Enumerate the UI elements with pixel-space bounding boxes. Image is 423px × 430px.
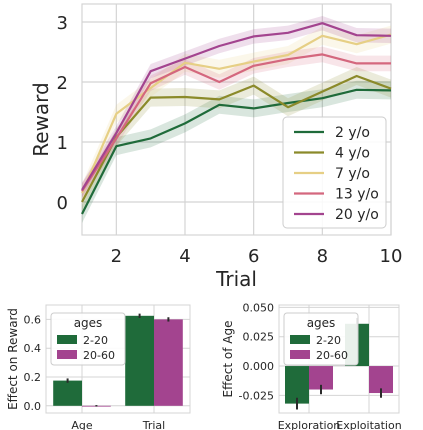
confidence-band-1 [82,67,391,211]
y-tick-label: 0 [57,193,68,214]
legend-frame [282,116,387,229]
legend-label-4: 20 y/o [335,207,379,223]
y-tick-label: 0.2 [24,371,42,384]
legend-label-0: 2 y/o [335,125,370,141]
category-label: Exploitation [336,419,401,430]
bar-0-1 [125,315,154,406]
x-tick-label: 10 [380,246,403,267]
legend-title: ages [74,316,103,330]
y-tick-label: 2 [57,73,68,94]
plot-frame [45,304,191,414]
plot-frame [278,304,400,414]
y-tick-label: 0.025 [243,331,275,344]
legend-label-1: 20-60 [316,349,348,362]
x-tick-label: 8 [317,246,328,267]
category-label: Age [71,419,93,430]
legend-label-0: 2-20 [83,334,108,347]
category-label: Exploration [278,419,341,430]
legend-label-1: 4 y/o [335,146,370,162]
legend-label-1: 20-60 [83,349,115,362]
series-line-4 [81,22,392,191]
legend-label-2: 7 y/o [335,166,370,182]
confidence-band-4 [82,16,391,198]
legend-swatch-0 [57,335,77,344]
x-tick-label: 6 [248,246,259,267]
reward-effect-chart: 0.0 0.2 0.4 0.6 Age Trial Effect on Reward ages… [6,304,191,430]
legend-label-0: 2-20 [316,334,341,347]
bar-1-0 [309,366,333,390]
plot-frame [81,3,392,236]
legend-swatch-0 [290,335,310,344]
series-line-1 [81,74,392,203]
bar-0-0 [285,366,309,404]
y-axis-label: Effect of Age [221,321,235,398]
x-axis-label: Trial [215,267,257,291]
series-line-3 [81,53,391,192]
y-tick-label: 0.050 [243,301,275,314]
y-tick-label: 1 [57,133,68,154]
y-tick-label: 0.6 [24,313,42,326]
bar-1-1 [154,319,183,406]
y-tick-label: 3 [57,13,68,34]
legend-label-3: 13 y/o [335,187,379,203]
line-chart: 2 4 6 8 10 0 1 2 3 Trial Reward 2 y/o 4 y/o 7 y/o 13 y… [29,3,403,291]
legend: 2 y/o 4 y/o 7 y/o 13 y/o 20 y/o [282,116,387,229]
y-tick-label: 0.4 [24,342,42,355]
bar-0-0 [53,380,82,406]
legend: ages 2-20 20-60 [283,312,359,366]
legend-swatch-1 [57,350,77,359]
y-tick-label: -0.025 [239,389,274,402]
legend: ages 2-20 20-60 [50,312,126,366]
confidence-band-3 [82,46,391,199]
y-tick-label: 0.0 [24,400,42,413]
y-tick-label: 0.000 [243,360,275,373]
legend-title: ages [307,316,336,330]
confidence-band-0 [82,80,391,223]
y-axis-label: Effect on Reward [6,308,20,410]
age-effect-chart: 0.050 0.025 0.000 -0.025 ExplorationExploita… [221,301,402,430]
series-line-0 [81,88,392,215]
x-tick-label: 2 [111,246,122,267]
x-tick-label: 4 [179,246,190,267]
legend-swatch-1 [290,350,310,359]
category-label: Trial [142,419,165,430]
y-axis-label: Reward [29,82,53,156]
